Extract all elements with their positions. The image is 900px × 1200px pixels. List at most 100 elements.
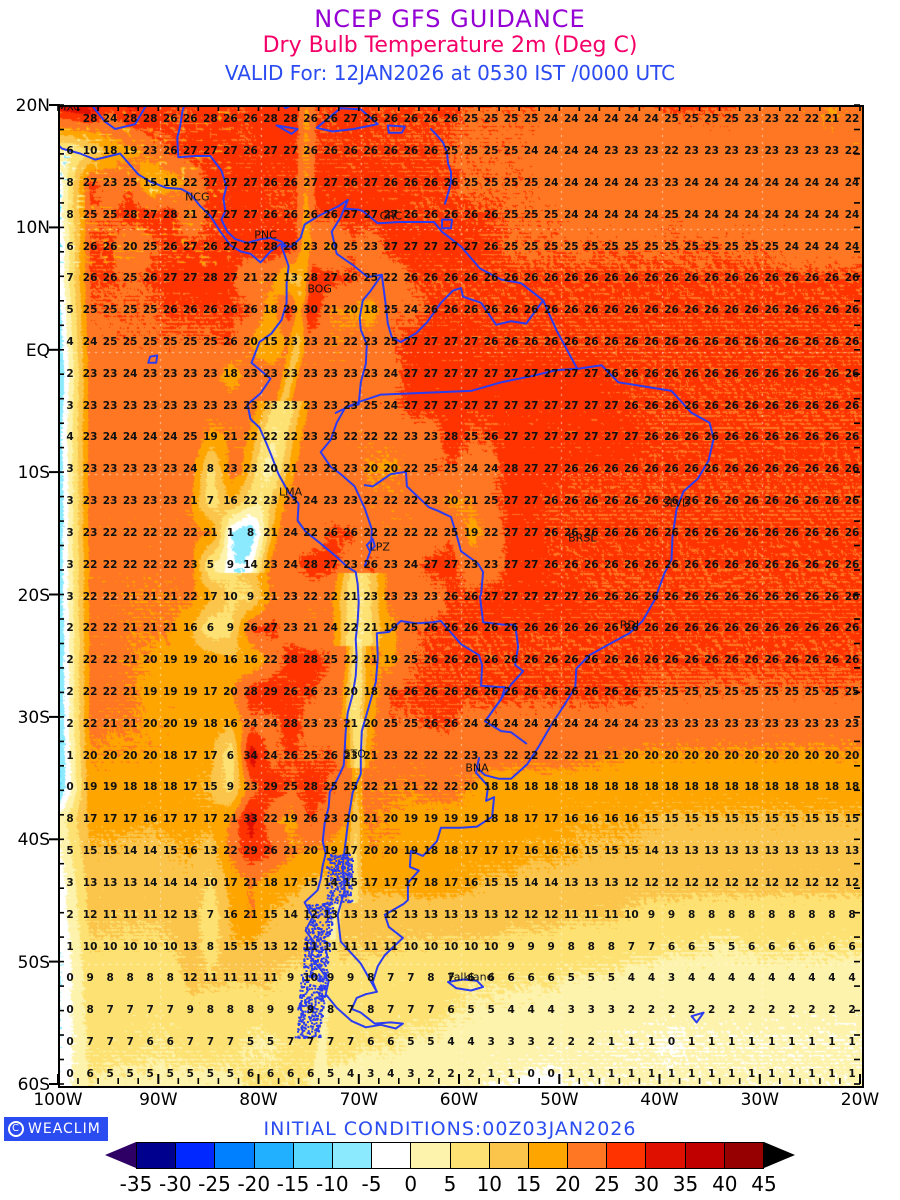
grid-value: 4 (708, 972, 715, 984)
grid-value: 26 (243, 145, 258, 157)
grid-value: 3 (608, 1004, 615, 1016)
grid-value: 26 (584, 559, 599, 571)
grid-value: 14 (183, 877, 198, 889)
grid-value: 23 (183, 400, 198, 412)
grid-value: 23 (123, 400, 138, 412)
grid-value: 26 (825, 591, 840, 603)
grid-value: 23 (243, 781, 258, 793)
grid-value: 26 (584, 495, 599, 507)
grid-value: 23 (404, 431, 419, 443)
colorbar-label: -15 (271, 1172, 315, 1196)
grid-value: 17 (223, 877, 238, 889)
grid-value: 23 (383, 559, 398, 571)
colorbar-swatches (136, 1142, 764, 1169)
grid-value: 26 (684, 304, 699, 316)
grid-value: 28 (83, 113, 98, 125)
grid-value: 1 (788, 1068, 795, 1080)
grid-value: 23 (303, 463, 318, 475)
grid-value: 18 (845, 781, 860, 793)
grid-value: 17 (484, 845, 499, 857)
grid-value: 23 (223, 463, 238, 475)
grid-value: 20 (163, 718, 178, 730)
grid-value: 24 (263, 718, 278, 730)
grid-value: 21 (383, 781, 398, 793)
grid-value: 26 (424, 654, 439, 666)
colorbar-label: -30 (153, 1172, 197, 1196)
grid-value: 16 (564, 813, 579, 825)
grid-value: 2 (66, 909, 73, 921)
grid-value: 9 (347, 972, 354, 984)
grid-value: 25 (584, 241, 599, 253)
grid-value: 0 (66, 781, 73, 793)
grid-value: 19 (183, 718, 198, 730)
grid-value: 13 (845, 845, 860, 857)
grid-value: 15 (664, 813, 679, 825)
grid-value: 26 (564, 559, 579, 571)
grid-value: 26 (744, 368, 759, 380)
grid-value: 27 (584, 400, 599, 412)
grid-value: 3 (487, 1036, 494, 1048)
grid-value: 26 (404, 113, 419, 125)
grid-value: 7 (207, 495, 214, 507)
grid-value: 2 (648, 1004, 655, 1016)
grid-value: 21 (143, 591, 158, 603)
grid-value: 25 (343, 241, 358, 253)
grid-value: 27 (303, 177, 318, 189)
grid-value: 20 (363, 845, 378, 857)
grid-value: 25 (504, 145, 519, 157)
grid-value: 26 (764, 272, 779, 284)
grid-value: 26 (704, 272, 719, 284)
grid-value: 27 (504, 368, 519, 380)
grid-value: 26 (624, 304, 639, 316)
grid-value: 10 (203, 877, 218, 889)
grid-value: 9 (267, 1004, 274, 1016)
grid-value: 5 (467, 1004, 474, 1016)
grid-value: 14 (123, 845, 138, 857)
grid-value: 27 (504, 559, 519, 571)
grid-value: 23 (83, 463, 98, 475)
grid-value: 18 (684, 781, 699, 793)
grid-value: 26 (504, 686, 519, 698)
grid-value: 4 (748, 972, 755, 984)
grid-value: 26 (644, 336, 659, 348)
grid-value: 5 (227, 1068, 234, 1080)
grid-value: 27 (444, 241, 459, 253)
grid-value: 21 (123, 654, 138, 666)
grid-value: 26 (604, 336, 619, 348)
grid-value: 25 (564, 241, 579, 253)
grid-value: 19 (123, 145, 138, 157)
grid-value: 24 (684, 177, 699, 189)
grid-value: 24 (103, 113, 118, 125)
grid-value: 25 (544, 241, 559, 253)
grid-value: 5 (127, 1068, 134, 1080)
grid-value: 3 (668, 972, 675, 984)
grid-value: 26 (444, 686, 459, 698)
grid-value: 26 (764, 304, 779, 316)
grid-value: 27 (243, 177, 258, 189)
grid-value: 26 (825, 463, 840, 475)
grid-value: 27 (584, 368, 599, 380)
grid-value: 23 (664, 177, 679, 189)
colorbar-label: 20 (546, 1172, 590, 1196)
grid-value: 23 (744, 145, 759, 157)
grid-value: 26 (784, 400, 799, 412)
city-label-lma: LMA (279, 485, 302, 498)
grid-value: 20 (203, 654, 218, 666)
grid-value: 23 (624, 145, 639, 157)
grid-value: 0 (66, 972, 73, 984)
grid-value: 25 (524, 209, 539, 221)
city-label-crc: CRC (380, 210, 402, 223)
grid-value: 8 (327, 1004, 334, 1016)
grid-value: 1 (648, 1068, 655, 1080)
grid-value: 22 (383, 431, 398, 443)
grid-value: 4 (788, 972, 795, 984)
grid-value: 21 (143, 622, 158, 634)
grid-value: 13 (283, 272, 298, 284)
grid-value: 26 (283, 686, 298, 698)
grid-value: 9 (307, 1004, 314, 1016)
lon-label: 90W (128, 1090, 188, 1110)
grid-value: 8 (367, 1004, 374, 1016)
grid-value: 26 (584, 272, 599, 284)
grid-value: 15 (624, 845, 639, 857)
grid-value: 26 (704, 368, 719, 380)
